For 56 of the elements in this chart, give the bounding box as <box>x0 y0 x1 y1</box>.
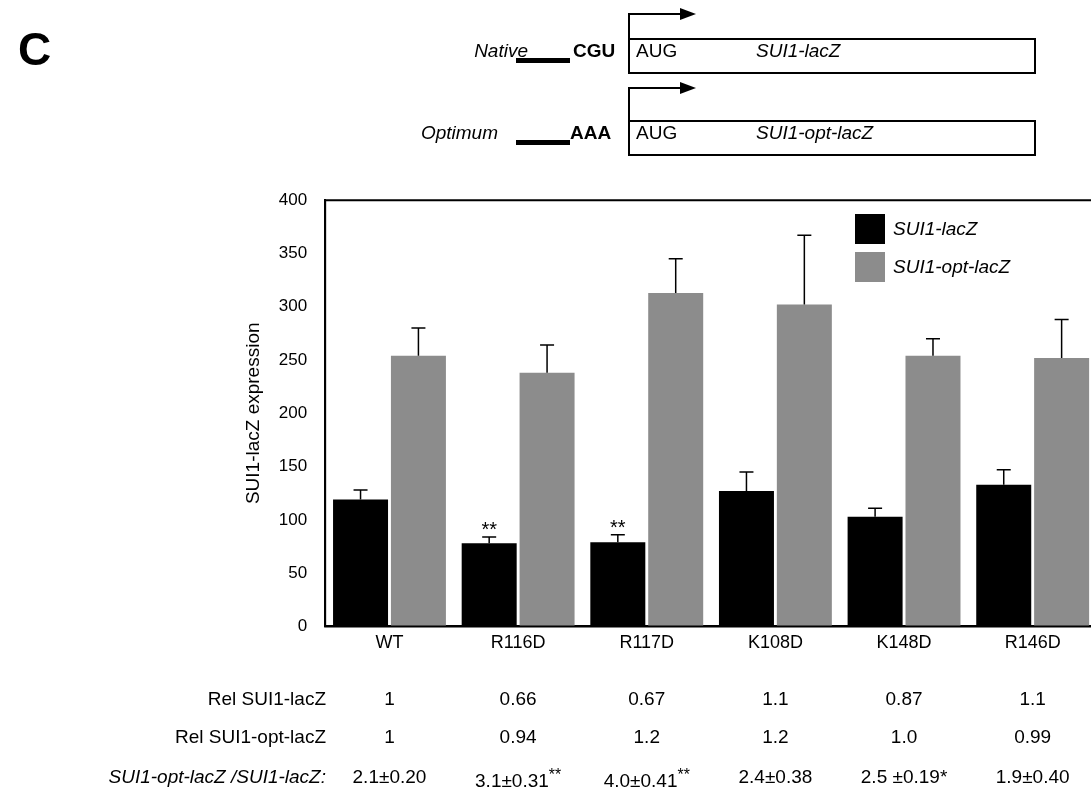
x-tick-label: R116D <box>490 632 546 653</box>
text: 2.1±0.20 <box>351 766 428 788</box>
annotation: ** <box>610 515 626 538</box>
y-tick-label: 250 <box>278 349 308 369</box>
text: AUG <box>636 40 678 62</box>
text: 0.67 <box>627 688 667 710</box>
bar <box>648 292 704 627</box>
legend-label: SUI1-lacZ <box>893 218 978 241</box>
text: CGU <box>573 40 616 62</box>
text: 1.2 <box>761 726 790 748</box>
annotation: ** <box>481 518 498 541</box>
text: 0.94 <box>498 726 538 748</box>
text: 2.4±0.38 <box>737 766 814 788</box>
y-tick-label: 100 <box>278 509 308 529</box>
x-tick-label: WT <box>375 632 404 653</box>
y-tick-label: 150 <box>278 456 308 476</box>
text: AUG <box>636 122 678 144</box>
text: 1.1 <box>1018 688 1047 710</box>
y-tick-label: 0 <box>297 616 308 636</box>
x-tick-label: K148D <box>876 632 932 653</box>
text: 0.66 <box>498 688 538 710</box>
bar <box>390 355 446 627</box>
text: 0.99 <box>1013 726 1053 748</box>
text: 0.87 <box>884 688 924 710</box>
y-tick-label: 400 <box>278 189 308 209</box>
bar <box>1034 357 1090 627</box>
text: 1.9±0.40 <box>994 766 1071 788</box>
y-tick-label: 200 <box>278 402 308 422</box>
text: 4.0±0.41$^{**}$ <box>602 766 691 793</box>
x-tick-label: R117D <box>619 632 675 653</box>
y-tick-label: 300 <box>278 296 308 316</box>
y-axis-title: SUI1-lacZ expression <box>241 322 263 505</box>
text: AAA <box>570 122 612 144</box>
text: C <box>18 22 52 76</box>
text: 1.2 <box>632 726 661 748</box>
text: SUI1-lacZ <box>756 40 841 62</box>
text: SUI1-opt-lacZ /SUI1-lacZ: <box>107 766 326 788</box>
text: 3.1±0.31$^{**}$ <box>474 766 563 793</box>
text: 1 <box>383 688 396 710</box>
text: Rel SUI1-opt-lacZ <box>174 726 326 748</box>
x-tick-label: K108D <box>747 632 803 653</box>
text: Rel SUI1-lacZ <box>206 688 326 710</box>
legend-label: SUI1-opt-lacZ <box>893 256 1011 279</box>
bar <box>519 372 575 627</box>
bar <box>776 304 832 627</box>
text: 1.0 <box>889 726 919 748</box>
bar <box>905 355 961 627</box>
text: 1.1 <box>761 688 790 710</box>
y-tick-label: 350 <box>278 243 308 263</box>
text: 1 <box>383 726 396 748</box>
text: Native <box>473 40 528 62</box>
x-tick-label: R146D <box>1004 632 1061 653</box>
text: SUI1-opt-lacZ <box>756 122 874 144</box>
text: Optimum <box>419 122 498 144</box>
y-tick-label: 50 <box>288 562 308 582</box>
text: 2.5 ±0.19* <box>859 766 949 788</box>
